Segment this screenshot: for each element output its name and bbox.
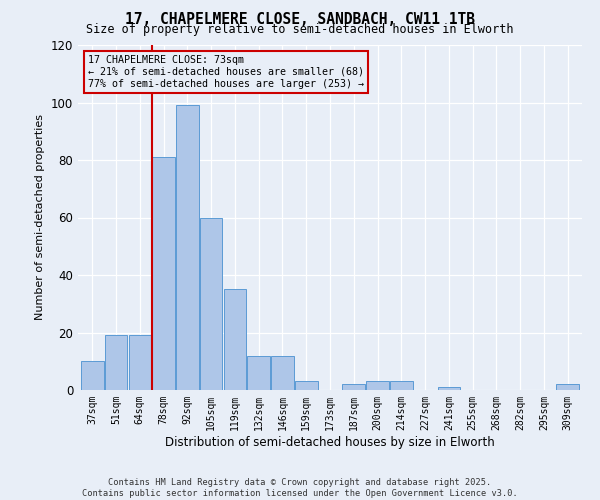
Bar bbox=[152, 157, 175, 390]
Bar bbox=[556, 384, 579, 390]
Bar bbox=[343, 384, 365, 390]
Bar bbox=[200, 218, 223, 390]
Bar bbox=[81, 361, 104, 390]
Bar bbox=[271, 356, 294, 390]
Bar bbox=[295, 382, 317, 390]
Y-axis label: Number of semi-detached properties: Number of semi-detached properties bbox=[35, 114, 45, 320]
X-axis label: Distribution of semi-detached houses by size in Elworth: Distribution of semi-detached houses by … bbox=[165, 436, 495, 448]
Text: 17 CHAPELMERE CLOSE: 73sqm
← 21% of semi-detached houses are smaller (68)
77% of: 17 CHAPELMERE CLOSE: 73sqm ← 21% of semi… bbox=[88, 56, 364, 88]
Bar bbox=[390, 382, 413, 390]
Bar bbox=[176, 106, 199, 390]
Text: 17, CHAPELMERE CLOSE, SANDBACH, CW11 1TB: 17, CHAPELMERE CLOSE, SANDBACH, CW11 1TB bbox=[125, 12, 475, 28]
Text: Contains HM Land Registry data © Crown copyright and database right 2025.
Contai: Contains HM Land Registry data © Crown c… bbox=[82, 478, 518, 498]
Text: Size of property relative to semi-detached houses in Elworth: Size of property relative to semi-detach… bbox=[86, 22, 514, 36]
Bar bbox=[437, 387, 460, 390]
Bar bbox=[128, 336, 151, 390]
Bar bbox=[366, 382, 389, 390]
Bar bbox=[247, 356, 270, 390]
Bar bbox=[224, 290, 246, 390]
Bar bbox=[105, 336, 127, 390]
